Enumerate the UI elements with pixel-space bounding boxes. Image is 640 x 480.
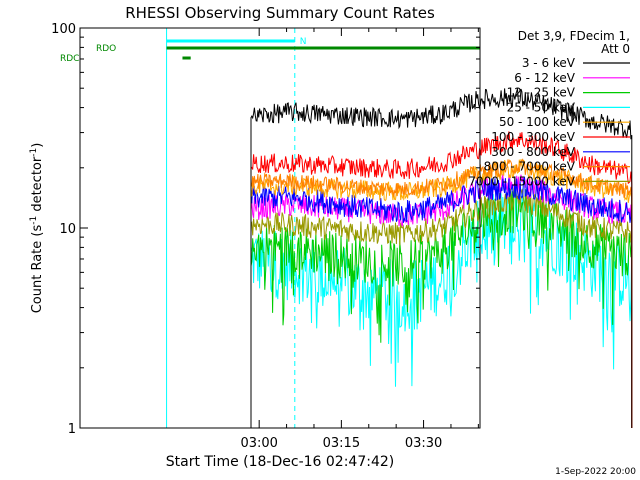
flag-label-rdo: RDO — [96, 44, 116, 54]
x-tick-label: 03:15 — [323, 436, 360, 451]
legend-header-detectors: Det 3,9, FDecim 1, — [518, 29, 630, 43]
y-tick-label: 10 — [59, 222, 76, 237]
y-axis-label: Count Rate (s-1 detector-1) — [29, 143, 45, 314]
flag-bar — [182, 56, 191, 60]
series-trace — [250, 131, 633, 428]
legend-label: 300 - 800 keV — [491, 145, 575, 159]
legend-label: 6 - 12 keV — [514, 71, 576, 85]
legend-label: 800 - 7000 keV — [484, 160, 576, 174]
generated-timestamp: 1-Sep-2022 20:00 — [555, 467, 636, 477]
x-tick-label: 03:00 — [240, 436, 277, 451]
legend-label: 50 - 100 keV — [499, 115, 576, 129]
flag-label-rdc: RDC — [60, 54, 79, 64]
series-trace — [250, 176, 633, 428]
x-axis: 03:00 03:15 03:30 — [240, 28, 479, 451]
series-trace — [250, 185, 633, 428]
y-tick-label: 1 — [68, 422, 76, 437]
legend-header-attenuator: Att 0 — [601, 42, 630, 56]
chart-title: RHESSI Observing Summary Count Rates — [125, 4, 435, 22]
series-trace — [250, 88, 633, 428]
flag-label-n: N — [300, 37, 307, 47]
series-trace — [250, 158, 633, 428]
x-tick-label: 03:30 — [405, 436, 442, 451]
x-axis-label: Start Time (18-Dec-16 02:47:42) — [166, 454, 394, 470]
legend-label: 12 - 25 keV — [507, 86, 576, 100]
flag-bar — [166, 39, 295, 43]
y-tick-label: 100 — [51, 22, 76, 37]
legend-label: 7000 - 15000 keV — [468, 174, 575, 188]
legend-label: 25 - 50 keV — [507, 100, 576, 114]
legend-label: 3 - 6 keV — [522, 56, 576, 70]
y-axis: 1 10 100 — [51, 22, 480, 437]
legend-label: 100 - 300 keV — [491, 130, 575, 144]
series-trace — [250, 187, 633, 428]
flag-bar — [166, 46, 480, 50]
